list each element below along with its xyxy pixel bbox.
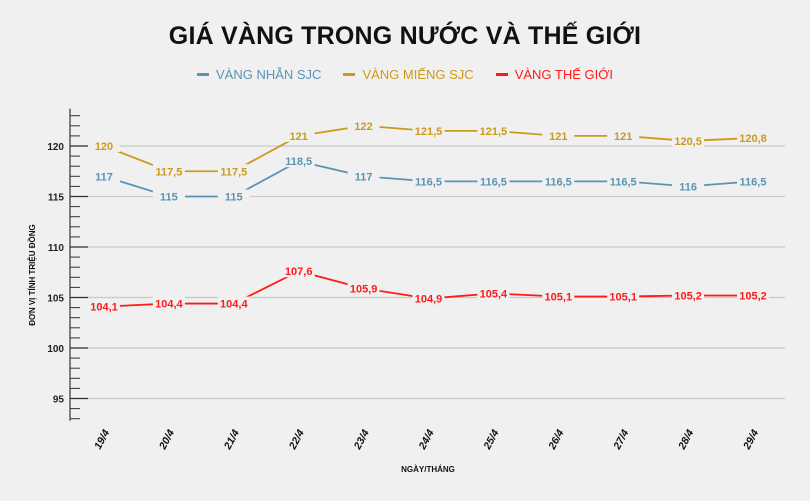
data-label-bg	[672, 179, 705, 193]
legend-label: VÀNG NHẪN SJC	[215, 67, 322, 82]
data-label: 121	[549, 131, 567, 143]
data-label: 105,2	[739, 290, 767, 302]
data-label: 116,5	[545, 176, 572, 188]
y-tick-label: 115	[48, 193, 65, 204]
y-tick-label: 100	[47, 344, 64, 355]
data-label-bg	[542, 128, 575, 142]
data-label-bg	[347, 169, 380, 183]
data-label-bg	[607, 174, 640, 188]
data-label: 105,2	[674, 290, 702, 302]
legend-swatch	[343, 73, 356, 76]
data-label-bg	[477, 174, 510, 188]
data-label-bg	[672, 133, 705, 147]
data-label: 117	[95, 171, 113, 183]
data-label: 105,1	[545, 291, 573, 303]
data-label: 105,1	[609, 291, 637, 303]
x-tick-label: 20/4	[156, 428, 177, 453]
legend: VÀNG NHẪN SJC VÀNG MIẾNG SJC VÀNG THẾ GI…	[0, 67, 810, 82]
x-tick-label: 28/4	[676, 428, 697, 453]
legend-label: VÀNG THẾ GIỚI	[514, 67, 614, 82]
data-label: 116,5	[480, 176, 507, 188]
x-tick-label: 26/4	[546, 428, 567, 453]
data-label: 107,6	[285, 266, 313, 278]
data-label-bg	[282, 128, 315, 142]
y-tick-label: 120	[47, 142, 64, 153]
data-label: 117	[355, 171, 373, 183]
x-axis-label: NGÀY/THÁNG	[401, 465, 455, 474]
data-label-bg	[607, 289, 640, 303]
data-label: 104,9	[415, 294, 443, 306]
data-label: 122	[354, 121, 372, 133]
data-label-bg	[347, 118, 380, 132]
data-label: 105,9	[350, 283, 378, 295]
x-tick-label: 25/4	[481, 428, 502, 453]
data-label: 118,5	[285, 156, 312, 168]
data-label-bg	[88, 139, 120, 152]
data-label: 121	[290, 131, 308, 143]
x-tick-label: 21/4	[221, 428, 242, 453]
y-tick-label: 110	[48, 243, 65, 254]
data-label-bg	[412, 123, 445, 137]
data-label-bg	[477, 123, 510, 137]
legend-item-vang-the-gioi: VÀNG THẾ GIỚI	[495, 67, 614, 82]
data-label: 116,5	[610, 176, 637, 188]
data-label-bg	[542, 289, 575, 303]
data-label: 117,5	[155, 166, 182, 178]
x-tick-label: 29/4	[741, 428, 762, 453]
legend-item-vang-nhan: VÀNG NHẪN SJC	[196, 67, 322, 82]
y-tick-label: 95	[53, 395, 65, 406]
data-label: 115	[160, 192, 178, 204]
data-label: 104,4	[220, 299, 248, 311]
data-label: 120,5	[674, 136, 702, 148]
data-label: 117,5	[220, 166, 247, 178]
legend-swatch	[196, 73, 209, 76]
legend-swatch	[495, 73, 508, 76]
x-tick-label: 27/4	[611, 428, 632, 453]
data-label-bg	[152, 296, 185, 310]
chart-title: GIÁ VÀNG TRONG NƯỚC VÀ THẾ GIỚI	[168, 22, 642, 50]
data-label-bg	[347, 281, 380, 295]
x-tick-label: 19/4	[92, 428, 112, 452]
data-label-bg	[217, 189, 250, 203]
data-label-bg	[737, 130, 769, 144]
x-tick-label: 22/4	[286, 428, 307, 453]
data-label-bg	[412, 174, 445, 188]
data-label-bg	[282, 154, 315, 168]
data-label-bg	[737, 174, 769, 188]
data-label-bg	[607, 128, 640, 142]
data-label: 116,5	[415, 176, 442, 188]
data-label: 104,1	[90, 302, 118, 314]
data-label-bg	[217, 164, 250, 178]
legend-label: VÀNG MIẾNG SJC	[362, 67, 474, 82]
x-tick-label: 24/4	[416, 428, 437, 453]
y-axis-label: ĐƠN VỊ TÍNH TRIỆU ĐỒNG	[27, 224, 37, 326]
data-label-bg	[152, 164, 185, 178]
data-label: 116	[679, 181, 697, 193]
data-label-bg	[88, 299, 120, 313]
data-label: 120,8	[739, 133, 767, 145]
y-tick-label: 105	[47, 294, 64, 305]
data-label-bg	[412, 291, 445, 305]
data-label: 120	[95, 141, 113, 153]
legend-item-vang-mieng: VÀNG MIẾNG SJC	[343, 67, 474, 82]
x-tick-label: 23/4	[351, 428, 372, 453]
data-label: 116,5	[740, 176, 767, 188]
data-label: 121,5	[480, 126, 508, 138]
data-label: 104,4	[155, 299, 183, 311]
data-label-bg	[282, 264, 315, 278]
data-label: 105,4	[480, 288, 508, 300]
data-label-bg	[477, 286, 510, 300]
data-label-bg	[217, 296, 250, 310]
data-label-bg	[737, 288, 769, 302]
data-label-bg	[152, 189, 185, 203]
data-label: 115	[225, 192, 243, 204]
data-label-bg	[542, 174, 575, 188]
data-label-bg	[88, 169, 120, 183]
data-label: 121	[614, 131, 632, 143]
data-label-bg	[672, 288, 705, 302]
data-label: 121,5	[415, 126, 443, 138]
